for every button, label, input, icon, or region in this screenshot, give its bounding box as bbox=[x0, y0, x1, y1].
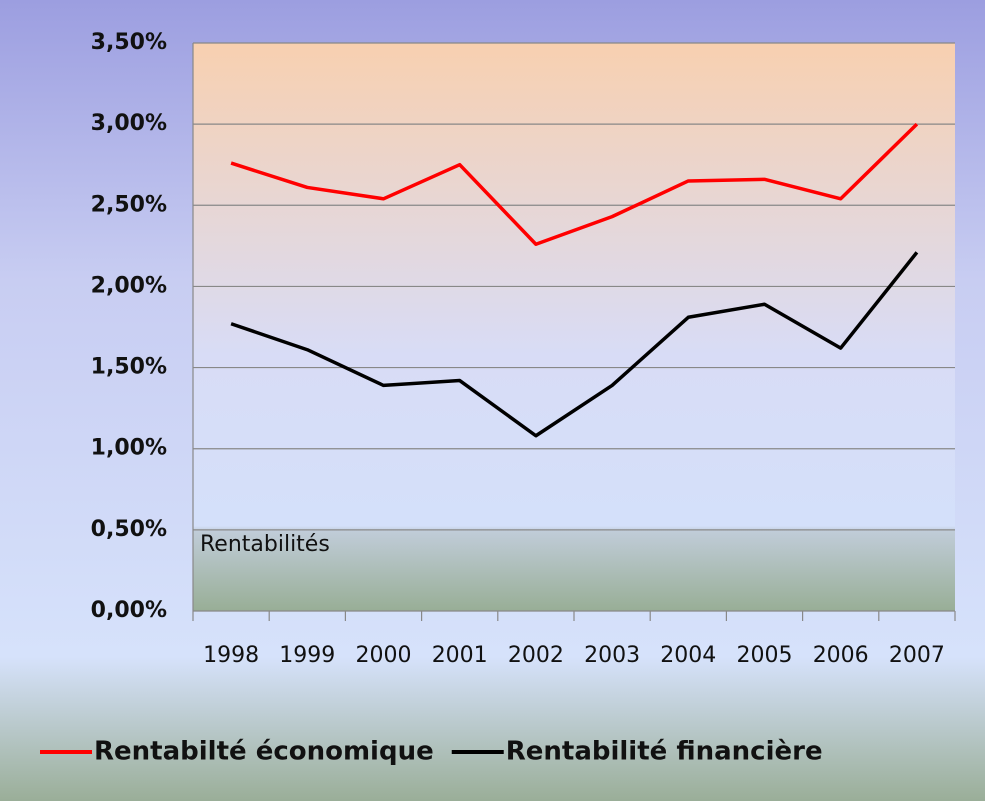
x-tick-label: 2006 bbox=[813, 643, 869, 668]
x-tick-label: 2005 bbox=[737, 643, 793, 668]
series-line bbox=[230, 251, 919, 438]
x-tick-label: 1999 bbox=[279, 643, 335, 668]
y-tick-label: 1,00% bbox=[91, 436, 167, 461]
y-tick-label: 0,00% bbox=[91, 598, 167, 623]
x-tick-label: 2004 bbox=[660, 643, 716, 668]
y-tick-label: 2,00% bbox=[91, 273, 167, 298]
legend-label: Rentabilté économique bbox=[94, 737, 434, 767]
legend-label: Rentabilité financière bbox=[506, 737, 823, 767]
x-tick-label: 1998 bbox=[203, 643, 259, 668]
y-tick-label: 2,50% bbox=[91, 192, 167, 217]
x-tick-label: 2002 bbox=[508, 643, 564, 668]
x-tick-label: 2001 bbox=[432, 643, 488, 668]
x-tick-label: 2003 bbox=[584, 643, 640, 668]
y-tick-label: 0,50% bbox=[91, 517, 167, 542]
y-tick-label: 3,00% bbox=[91, 111, 167, 136]
series-line bbox=[230, 122, 919, 246]
x-tick-label: 2000 bbox=[356, 643, 412, 668]
annotation: Rentabilités bbox=[200, 532, 330, 557]
y-tick-label: 3,50% bbox=[91, 30, 167, 55]
y-tick-label: 1,50% bbox=[91, 355, 167, 380]
x-tick-label: 2007 bbox=[889, 643, 945, 668]
plot-area bbox=[193, 43, 955, 611]
